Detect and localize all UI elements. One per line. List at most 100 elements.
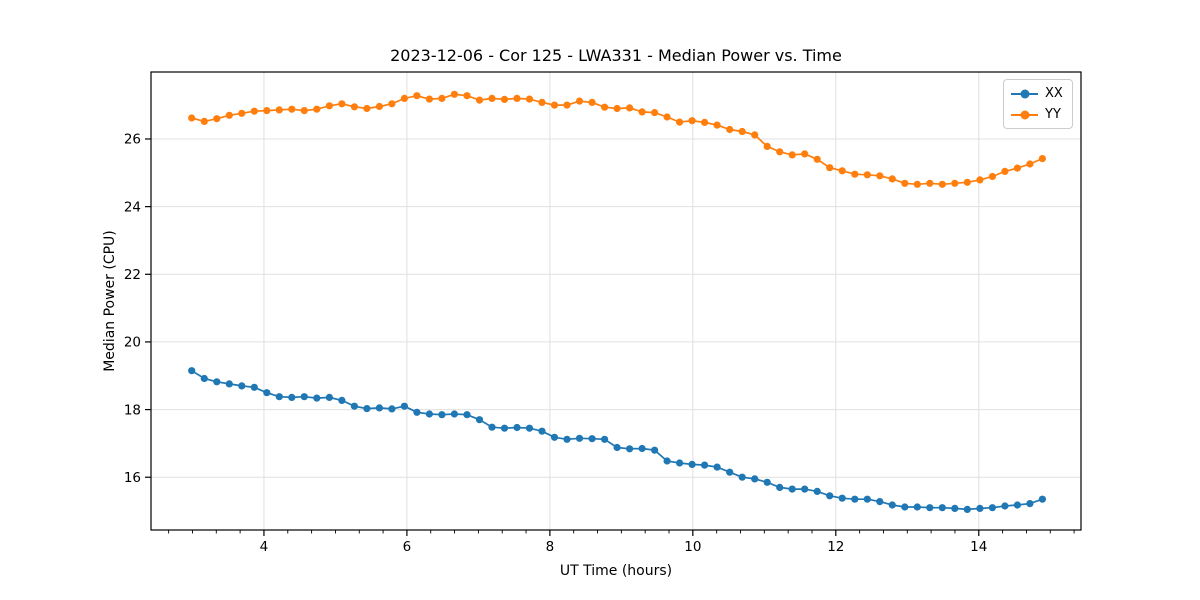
data-point-yy bbox=[313, 105, 321, 113]
data-point-xx bbox=[963, 505, 971, 513]
data-point-yy bbox=[1026, 160, 1034, 168]
data-point-yy bbox=[788, 151, 796, 159]
data-point-xx bbox=[300, 393, 308, 401]
data-point-xx bbox=[738, 473, 746, 481]
data-point-yy bbox=[988, 172, 997, 181]
data-point-xx bbox=[475, 416, 484, 424]
x-tick-label: 14 bbox=[970, 539, 987, 555]
data-point-yy bbox=[450, 90, 458, 98]
data-point-yy bbox=[375, 102, 383, 111]
data-point-xx bbox=[200, 374, 208, 383]
data-point-xx bbox=[851, 495, 859, 503]
data-point-yy bbox=[863, 171, 871, 179]
data-point-yy bbox=[663, 113, 671, 121]
y-tick-label: 20 bbox=[124, 335, 141, 351]
data-point-yy bbox=[701, 118, 709, 126]
chart-title: 2023-12-06 - Cor 125 - LWA331 - Median P… bbox=[390, 46, 842, 65]
data-point-yy bbox=[588, 98, 596, 106]
data-point-yy bbox=[651, 109, 659, 117]
data-point-xx bbox=[425, 410, 433, 418]
legend-dot-icon bbox=[1020, 89, 1029, 98]
data-point-xx bbox=[575, 434, 584, 442]
data-point-xx bbox=[400, 402, 408, 410]
data-point-xx bbox=[976, 504, 984, 512]
data-point-yy bbox=[425, 95, 433, 103]
data-point-yy bbox=[763, 142, 771, 150]
data-point-yy bbox=[438, 94, 446, 102]
data-point-yy bbox=[463, 92, 471, 100]
data-point-xx bbox=[338, 396, 346, 404]
data-point-yy bbox=[213, 115, 221, 123]
data-point-xx bbox=[1013, 501, 1022, 509]
data-point-xx bbox=[651, 446, 659, 454]
y-tick-label: 18 bbox=[124, 402, 141, 418]
data-point-yy bbox=[888, 175, 896, 183]
data-point-xx bbox=[500, 424, 509, 432]
data-point-yy bbox=[475, 96, 484, 104]
data-point-yy bbox=[851, 170, 859, 178]
data-point-yy bbox=[626, 104, 634, 112]
data-point-yy bbox=[738, 127, 746, 136]
data-point-xx bbox=[413, 408, 421, 416]
data-point-xx bbox=[488, 423, 496, 431]
data-point-xx bbox=[901, 503, 909, 511]
y-tick-label: 22 bbox=[124, 267, 141, 283]
x-tick-label: 4 bbox=[260, 539, 269, 555]
data-point-xx bbox=[288, 393, 296, 401]
data-point-xx bbox=[550, 433, 559, 441]
data-point-yy bbox=[225, 111, 233, 119]
data-point-xx bbox=[888, 501, 896, 509]
data-point-yy bbox=[976, 176, 984, 184]
data-point-xx bbox=[638, 444, 646, 453]
legend-dot-icon bbox=[1020, 110, 1029, 119]
data-point-yy bbox=[500, 95, 509, 103]
data-point-xx bbox=[876, 498, 884, 506]
data-point-xx bbox=[688, 460, 696, 468]
data-point-xx bbox=[225, 380, 233, 388]
data-point-xx bbox=[713, 463, 721, 471]
data-point-yy bbox=[813, 155, 821, 163]
y-tick-label: 26 bbox=[124, 132, 141, 148]
data-point-yy bbox=[713, 121, 721, 129]
data-point-xx bbox=[788, 485, 796, 493]
data-point-xx bbox=[350, 402, 358, 410]
legend: XX YY bbox=[1003, 79, 1073, 129]
data-point-yy bbox=[926, 179, 934, 187]
x-tick-label: 8 bbox=[546, 539, 555, 555]
data-point-yy bbox=[288, 105, 296, 113]
legend-line-marker-yy bbox=[1011, 110, 1038, 119]
legend-item-yy: YY bbox=[1011, 105, 1063, 124]
data-point-xx bbox=[363, 405, 371, 413]
data-point-xx bbox=[250, 383, 258, 391]
data-point-yy bbox=[575, 97, 584, 105]
data-point-yy bbox=[801, 150, 809, 158]
data-point-yy bbox=[1001, 167, 1009, 175]
data-point-yy bbox=[751, 131, 759, 139]
data-point-yy bbox=[601, 103, 609, 111]
data-point-yy bbox=[901, 179, 909, 187]
series-line-xx bbox=[191, 369, 1043, 511]
data-point-yy bbox=[938, 180, 946, 188]
data-point-yy bbox=[525, 95, 534, 103]
legend-line-marker-xx bbox=[1011, 89, 1038, 98]
data-point-xx bbox=[601, 435, 609, 443]
data-point-yy bbox=[400, 94, 408, 102]
data-point-yy bbox=[388, 100, 396, 108]
data-point-xx bbox=[726, 468, 734, 476]
data-point-xx bbox=[313, 394, 321, 402]
data-point-yy bbox=[263, 107, 271, 115]
data-point-yy bbox=[325, 102, 333, 110]
data-point-yy bbox=[300, 107, 308, 115]
data-point-yy bbox=[726, 125, 734, 134]
data-point-xx bbox=[913, 503, 921, 511]
legend-label-yy: YY bbox=[1045, 107, 1061, 122]
data-point-yy bbox=[188, 114, 196, 122]
data-point-yy bbox=[963, 178, 971, 186]
data-point-xx bbox=[463, 411, 471, 419]
data-point-xx bbox=[1038, 495, 1046, 503]
data-point-yy bbox=[638, 108, 646, 116]
data-point-xx bbox=[626, 445, 634, 453]
data-point-xx bbox=[826, 492, 834, 500]
data-point-xx bbox=[588, 435, 596, 443]
